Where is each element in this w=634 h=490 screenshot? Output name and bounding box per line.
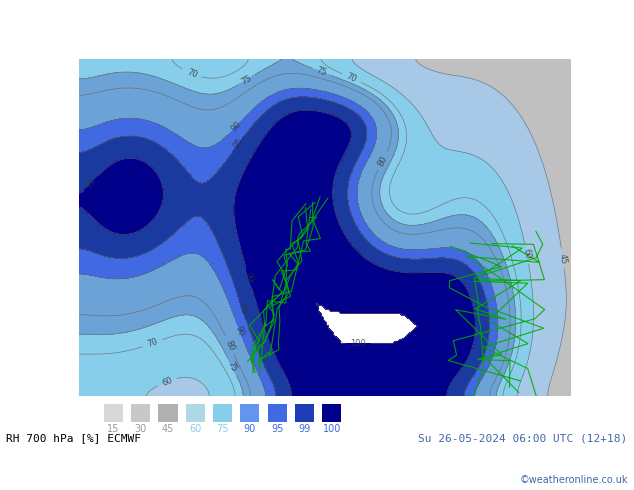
Text: 95: 95 — [271, 424, 283, 434]
Text: 90: 90 — [234, 324, 246, 337]
Text: RH 700 hPa [%] ECMWF: RH 700 hPa [%] ECMWF — [6, 434, 141, 443]
FancyBboxPatch shape — [104, 404, 123, 422]
Text: 70: 70 — [146, 337, 159, 349]
Text: 100: 100 — [323, 424, 341, 434]
Text: 60: 60 — [160, 375, 174, 388]
Text: 95: 95 — [232, 137, 245, 150]
Text: 80: 80 — [224, 339, 236, 352]
Text: 75: 75 — [226, 360, 238, 373]
Text: 99: 99 — [85, 176, 98, 190]
Text: 90: 90 — [243, 424, 256, 434]
Text: 99: 99 — [243, 271, 255, 284]
FancyBboxPatch shape — [186, 404, 205, 422]
Text: 60: 60 — [521, 248, 532, 260]
FancyBboxPatch shape — [268, 404, 287, 422]
FancyBboxPatch shape — [295, 404, 314, 422]
Text: 99: 99 — [299, 424, 311, 434]
FancyBboxPatch shape — [158, 404, 178, 422]
Text: 70: 70 — [345, 72, 358, 84]
Text: ©weatheronline.co.uk: ©weatheronline.co.uk — [519, 475, 628, 485]
Text: 45: 45 — [557, 252, 568, 264]
Text: 30: 30 — [134, 424, 147, 434]
FancyBboxPatch shape — [213, 404, 232, 422]
Text: 45: 45 — [162, 424, 174, 434]
Text: 75: 75 — [239, 74, 253, 87]
FancyBboxPatch shape — [322, 404, 341, 422]
Text: 70: 70 — [185, 68, 198, 80]
FancyBboxPatch shape — [131, 404, 150, 422]
Text: 75: 75 — [314, 66, 328, 78]
Text: 60: 60 — [189, 424, 202, 434]
Text: 95: 95 — [236, 303, 249, 316]
Text: Su 26-05-2024 06:00 UTC (12+18): Su 26-05-2024 06:00 UTC (12+18) — [418, 434, 628, 443]
Text: 90: 90 — [229, 120, 243, 134]
FancyBboxPatch shape — [240, 404, 259, 422]
Text: 75: 75 — [216, 424, 229, 434]
Text: 15: 15 — [107, 424, 120, 434]
Text: 80: 80 — [377, 154, 389, 168]
Text: 100: 100 — [351, 339, 366, 348]
